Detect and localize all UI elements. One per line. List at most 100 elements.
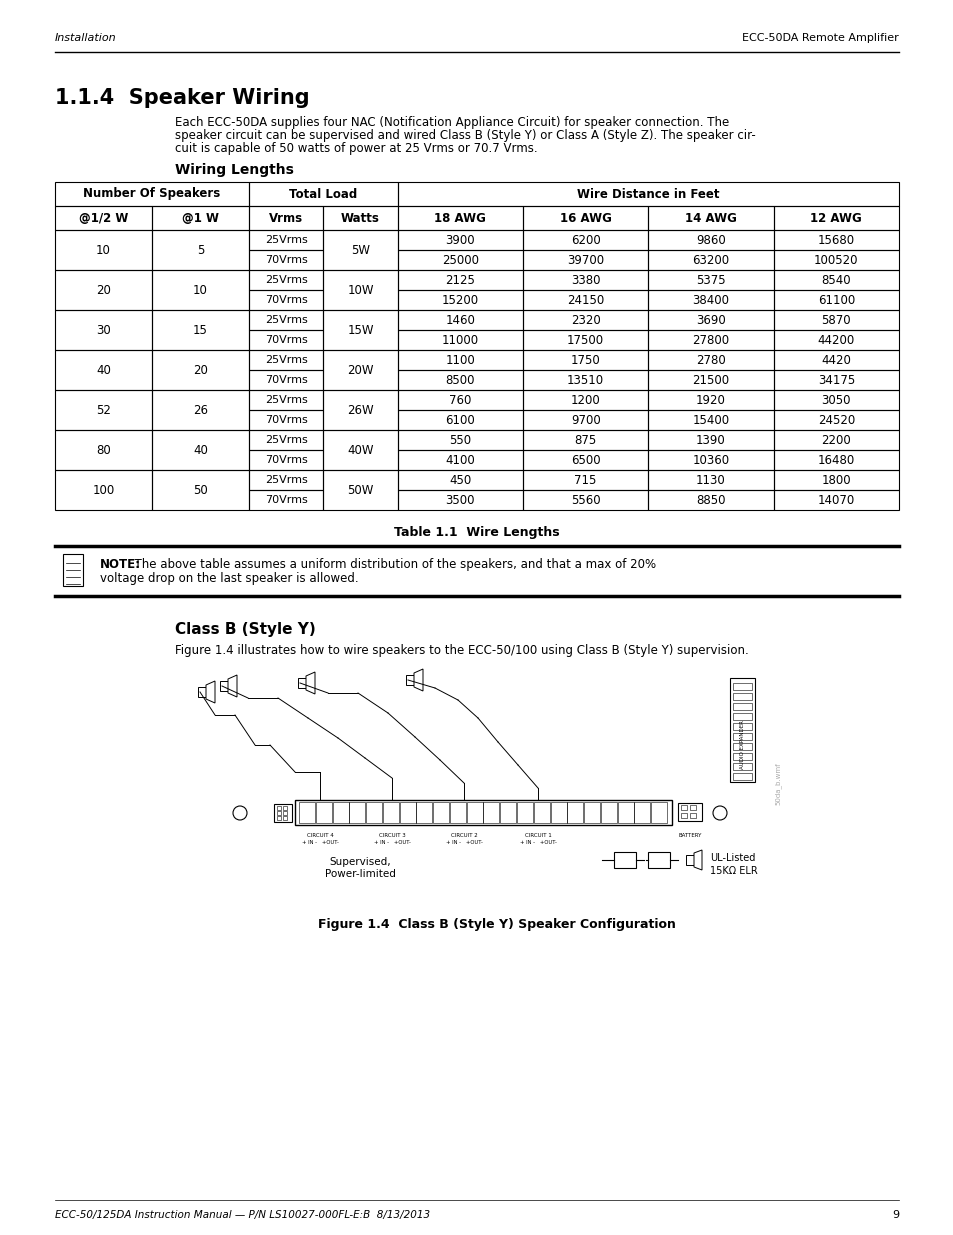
Text: Wire Distance in Feet: Wire Distance in Feet xyxy=(577,188,719,200)
Bar xyxy=(294,800,671,825)
Bar xyxy=(249,350,323,370)
Text: 11000: 11000 xyxy=(441,333,478,347)
Bar xyxy=(648,450,773,471)
Polygon shape xyxy=(693,850,701,869)
Bar xyxy=(648,370,773,390)
Text: 3900: 3900 xyxy=(445,233,475,247)
Text: 8500: 8500 xyxy=(445,373,475,387)
Bar xyxy=(522,490,648,510)
Text: 450: 450 xyxy=(449,473,471,487)
Bar xyxy=(773,350,898,370)
Text: 6500: 6500 xyxy=(570,453,599,467)
Text: 5560: 5560 xyxy=(570,494,599,506)
Text: CIRCUIT 3: CIRCUIT 3 xyxy=(378,832,405,839)
Text: 15W: 15W xyxy=(347,324,374,336)
Text: 3690: 3690 xyxy=(696,314,725,326)
Text: 70Vrms: 70Vrms xyxy=(265,454,307,466)
Text: Vrms: Vrms xyxy=(269,211,303,225)
Bar xyxy=(249,182,397,206)
Text: 44200: 44200 xyxy=(817,333,854,347)
Bar xyxy=(152,390,249,430)
Text: 9700: 9700 xyxy=(570,414,599,426)
Bar xyxy=(397,430,522,450)
Bar xyxy=(323,350,397,390)
Bar xyxy=(732,713,751,720)
Circle shape xyxy=(712,806,726,820)
Text: 8540: 8540 xyxy=(821,273,850,287)
Bar xyxy=(550,802,566,823)
Text: 50W: 50W xyxy=(347,483,374,496)
Text: 70Vrms: 70Vrms xyxy=(265,254,307,266)
Text: 13510: 13510 xyxy=(566,373,603,387)
Text: Number Of Speakers: Number Of Speakers xyxy=(83,188,220,200)
Text: 15KΩ ELR: 15KΩ ELR xyxy=(709,866,757,876)
Bar xyxy=(399,802,416,823)
Text: + IN -   +OUT-: + IN - +OUT- xyxy=(445,840,482,845)
Text: 10: 10 xyxy=(96,243,111,257)
Text: 25000: 25000 xyxy=(441,253,478,267)
Text: 20W: 20W xyxy=(347,363,374,377)
Bar xyxy=(249,249,323,270)
Text: 5375: 5375 xyxy=(696,273,725,287)
Bar xyxy=(522,310,648,330)
Bar xyxy=(773,390,898,410)
Bar xyxy=(323,230,397,270)
Text: 25Vrms: 25Vrms xyxy=(265,315,307,325)
Text: Power-limited: Power-limited xyxy=(324,869,395,879)
Text: ECC-50/125DA Instruction Manual — P/N LS10027-000FL-E:B  8/13/2013: ECC-50/125DA Instruction Manual — P/N LS… xyxy=(55,1210,430,1220)
Bar xyxy=(152,310,249,350)
Bar xyxy=(651,802,666,823)
Bar xyxy=(397,471,522,490)
Text: 20: 20 xyxy=(96,284,111,296)
Text: speaker circuit can be supervised and wired Class B (Style Y) or Class A (Style : speaker circuit can be supervised and wi… xyxy=(174,128,755,142)
Text: 1130: 1130 xyxy=(696,473,725,487)
Text: @1/2 W: @1/2 W xyxy=(79,211,128,225)
Bar xyxy=(315,802,332,823)
Bar xyxy=(522,290,648,310)
Text: 12 AWG: 12 AWG xyxy=(810,211,862,225)
Text: Supervised,: Supervised, xyxy=(329,857,391,867)
Bar xyxy=(773,370,898,390)
Bar xyxy=(773,270,898,290)
Bar xyxy=(382,802,398,823)
Bar xyxy=(729,678,754,782)
Text: Figure 1.4  Class B (Style Y) Speaker Configuration: Figure 1.4 Class B (Style Y) Speaker Con… xyxy=(317,918,675,931)
Bar xyxy=(499,802,516,823)
Bar xyxy=(152,206,249,230)
Bar xyxy=(249,310,323,330)
Text: voltage drop on the last speaker is allowed.: voltage drop on the last speaker is allo… xyxy=(100,572,358,585)
Text: 50: 50 xyxy=(193,483,208,496)
Text: 27800: 27800 xyxy=(692,333,729,347)
Text: 9: 9 xyxy=(891,1210,898,1220)
Bar xyxy=(732,753,751,760)
Bar xyxy=(732,693,751,700)
Bar xyxy=(648,350,773,370)
Text: 4100: 4100 xyxy=(445,453,475,467)
Bar xyxy=(732,734,751,740)
Text: 20: 20 xyxy=(193,363,208,377)
Text: Total Load: Total Load xyxy=(289,188,357,200)
Text: Wiring Lengths: Wiring Lengths xyxy=(174,163,294,177)
Text: 61100: 61100 xyxy=(817,294,854,306)
Bar xyxy=(323,390,397,430)
Bar xyxy=(276,811,281,815)
Bar xyxy=(249,490,323,510)
Bar xyxy=(55,390,152,430)
Text: 34175: 34175 xyxy=(817,373,854,387)
Bar xyxy=(773,410,898,430)
Bar xyxy=(648,490,773,510)
Text: CIRCUIT 2: CIRCUIT 2 xyxy=(450,832,476,839)
Text: 15: 15 xyxy=(193,324,208,336)
Bar xyxy=(249,230,323,249)
Bar xyxy=(648,410,773,430)
Text: 24520: 24520 xyxy=(817,414,854,426)
Bar xyxy=(349,802,365,823)
Bar xyxy=(274,804,292,823)
Bar xyxy=(522,206,648,230)
Bar xyxy=(773,230,898,249)
Bar xyxy=(249,370,323,390)
Bar xyxy=(483,802,499,823)
Bar xyxy=(55,350,152,390)
Bar xyxy=(366,802,381,823)
Bar xyxy=(55,430,152,471)
